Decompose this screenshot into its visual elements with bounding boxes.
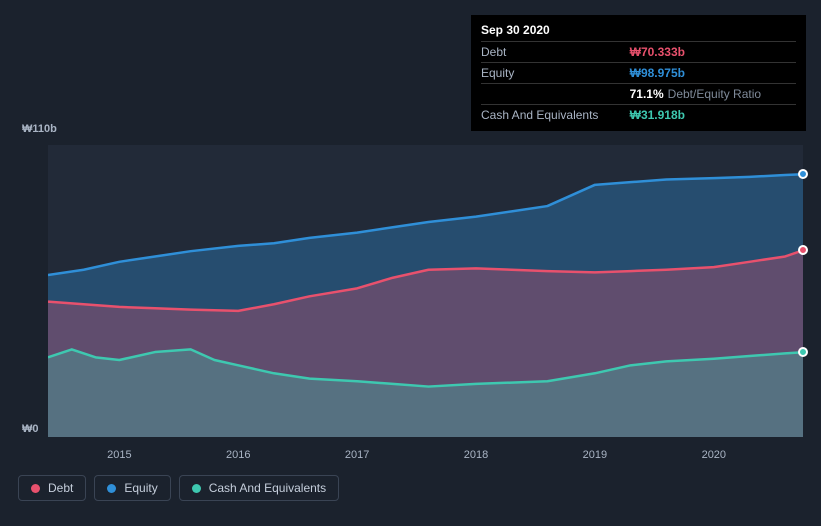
tooltip-label: Debt <box>481 42 630 63</box>
tooltip-value: ₩98.975b <box>630 63 796 84</box>
circle-icon <box>31 484 40 493</box>
tooltip-value: ₩31.918b <box>630 105 796 126</box>
tooltip-label: Cash And Equivalents <box>481 105 630 126</box>
x-axis-tick: 2019 <box>583 449 607 461</box>
x-axis-tick: 2017 <box>345 449 369 461</box>
tooltip-table: Debt ₩70.333b Equity ₩98.975b 71.1%Debt/… <box>481 41 796 125</box>
tooltip-label <box>481 84 630 105</box>
legend-item-equity[interactable]: Equity <box>94 475 170 501</box>
y-axis-label-top: ₩110b <box>22 123 57 135</box>
legend-item-debt[interactable]: Debt <box>18 475 86 501</box>
tooltip-label: Equity <box>481 63 630 84</box>
tooltip-row-cash: Cash And Equivalents ₩31.918b <box>481 105 796 126</box>
chart-plot-area[interactable] <box>48 145 803 437</box>
x-axis-tick: 2015 <box>107 449 131 461</box>
x-axis: 2015 2016 2017 2018 2019 2020 <box>48 437 803 467</box>
tooltip-value: 71.1%Debt/Equity Ratio <box>630 84 796 105</box>
series-end-marker <box>798 169 808 179</box>
legend-label: Equity <box>124 481 157 495</box>
chart-tooltip: Sep 30 2020 Debt ₩70.333b Equity ₩98.975… <box>471 15 806 131</box>
series-end-marker <box>798 245 808 255</box>
tooltip-row-equity: Equity ₩98.975b <box>481 63 796 84</box>
legend-label: Cash And Equivalents <box>209 481 326 495</box>
x-axis-tick: 2020 <box>702 449 726 461</box>
legend-label: Debt <box>48 481 73 495</box>
x-axis-tick: 2018 <box>464 449 488 461</box>
chart-container: ₩110b ₩0 2015 2016 2017 2018 2019 2020 Debt E… <box>18 115 806 510</box>
legend-item-cash[interactable]: Cash And Equivalents <box>179 475 339 501</box>
area-chart-svg <box>48 145 803 437</box>
circle-icon <box>107 484 116 493</box>
series-end-marker <box>798 347 808 357</box>
tooltip-date: Sep 30 2020 <box>481 21 796 41</box>
chart-legend: Debt Equity Cash And Equivalents <box>18 475 339 501</box>
y-axis-label-bottom: ₩0 <box>22 423 39 435</box>
tooltip-value: ₩70.333b <box>630 42 796 63</box>
circle-icon <box>192 484 201 493</box>
tooltip-row-ratio: 71.1%Debt/Equity Ratio <box>481 84 796 105</box>
x-axis-tick: 2016 <box>226 449 250 461</box>
tooltip-row-debt: Debt ₩70.333b <box>481 42 796 63</box>
